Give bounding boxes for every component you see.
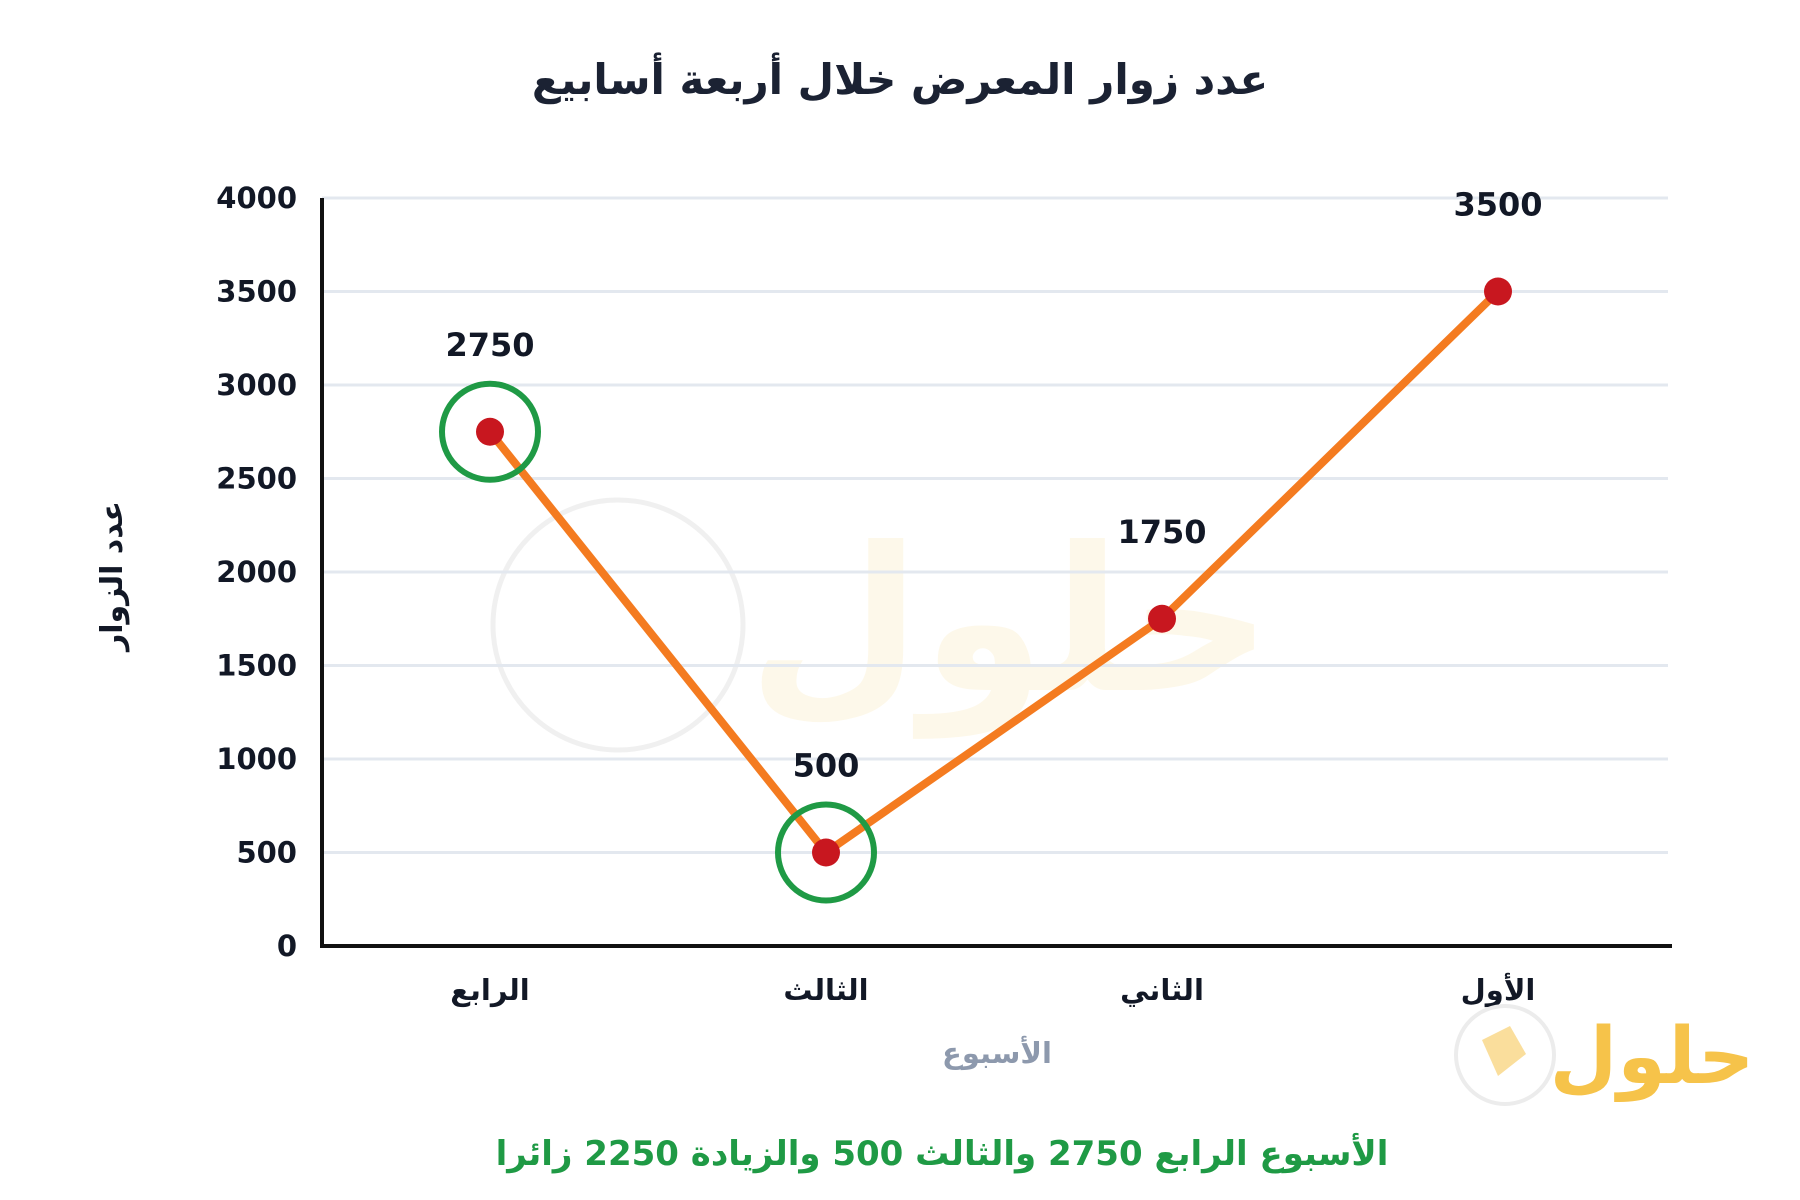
y-tick-label: 4000 [216,181,297,215]
y-tick-label: 0 [277,929,297,963]
brand-logo-text: حلول [1550,1012,1755,1102]
x-axis-title: الأسبوع [942,1035,1052,1070]
y-tick-label: 1500 [216,649,297,683]
x-tick-label: الرابع [450,973,530,1007]
y-tick-label: 1000 [216,742,297,776]
book-icon [1482,1026,1526,1076]
y-tick-labels: 0 500 1000 1500 2000 2500 3000 3500 4000 [216,181,297,963]
watermark-logo-text: حلول [748,505,1273,739]
chart-title: عدد زوار المعرض خلال أربعة أسابيع [532,52,1268,105]
annotation-note: الأسبوع الرابع 2750 والثالث 500 والزيادة… [496,1132,1389,1174]
x-tick-label: الثالث [783,973,868,1007]
data-point [1484,277,1512,306]
data-points [476,277,1512,867]
highlight-ring [775,801,877,904]
brand-logo: حلول [1454,1004,1755,1106]
y-tick-label: 2500 [216,462,297,496]
highlight-ring [439,380,541,483]
highlight-rings [439,380,877,904]
y-tick-label: 3000 [216,368,297,402]
data-label: 3500 [1453,186,1542,224]
data-point [476,417,504,446]
grid-lines [322,196,1668,854]
x-tick-label: الثاني [1120,973,1204,1007]
y-tick-label: 3500 [216,275,297,309]
x-tick-label: الأول [1461,972,1536,1007]
data-label: 500 [793,747,860,785]
data-point [812,838,840,867]
data-label: 1750 [1117,513,1206,551]
y-tick-label: 500 [236,836,297,870]
x-tick-labels: الرابع الثالث الثاني الأول [450,972,1535,1007]
data-point [1148,604,1176,633]
data-label: 2750 [445,326,534,364]
background-watermark: حلول [490,497,1273,753]
series-line [486,287,1502,857]
watermark-emblem-circle [490,497,746,753]
y-tick-label: 2000 [216,555,297,589]
y-axis-title: عدد الزوار [95,501,130,653]
data-labels: 2750 500 1750 3500 [445,186,1542,785]
